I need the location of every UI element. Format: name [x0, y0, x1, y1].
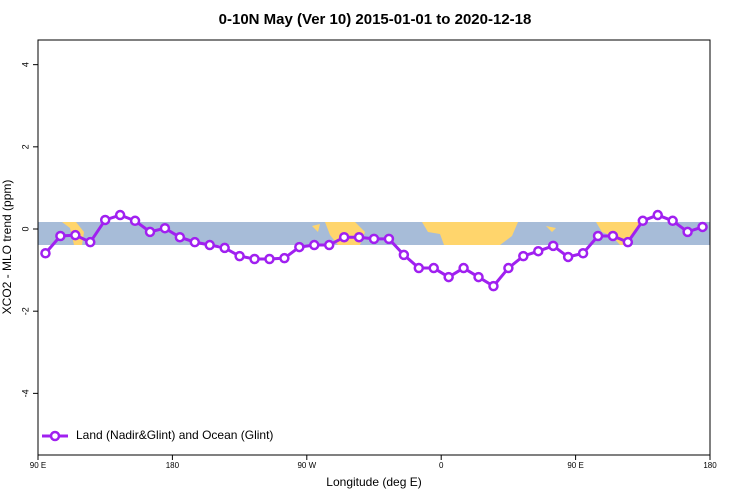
- series-marker: [473, 271, 484, 283]
- series-marker: [607, 230, 619, 242]
- y-tick-label: 0: [20, 227, 30, 232]
- series-marker: [428, 262, 439, 274]
- series-marker: [144, 226, 156, 238]
- series-marker: [70, 229, 81, 241]
- series-marker: [40, 248, 51, 259]
- x-tick-label: 90 E: [567, 461, 583, 470]
- series-marker: [219, 242, 230, 254]
- series-marker: [353, 231, 365, 243]
- series-marker: [338, 231, 350, 243]
- series-marker: [279, 252, 290, 264]
- legend-label: Land (Nadir&Glint) and Ocean (Glint): [76, 428, 273, 442]
- x-tick-label: 0: [439, 461, 444, 470]
- y-tick-label: 2: [20, 144, 30, 149]
- y-tick-label: 4: [20, 62, 30, 67]
- series-marker: [309, 239, 320, 251]
- legend-marker: [49, 430, 61, 442]
- series-marker: [533, 245, 544, 257]
- series-marker: [637, 215, 649, 227]
- y-tick-label: -2: [20, 307, 30, 315]
- series-marker: [114, 209, 126, 221]
- series-marker: [562, 251, 574, 263]
- y-tick-label: -4: [20, 389, 30, 397]
- series-marker: [577, 248, 589, 259]
- series-marker: [488, 280, 499, 292]
- series-marker: [99, 214, 111, 226]
- x-tick-label: 90 W: [297, 461, 316, 470]
- series-marker: [697, 221, 708, 233]
- series-marker: [518, 250, 529, 262]
- series-marker: [503, 262, 514, 274]
- map-band: [38, 222, 710, 245]
- series-marker: [249, 253, 260, 265]
- series-marker: [652, 209, 663, 221]
- y-axis-label: XCO2 - MLO trend (ppm): [0, 180, 14, 315]
- series-marker: [458, 262, 469, 274]
- series-marker: [622, 236, 634, 248]
- x-tick-label: 180: [703, 461, 717, 470]
- series-marker: [55, 230, 66, 242]
- series-marker: [592, 230, 604, 242]
- series-marker: [368, 233, 380, 245]
- series-marker: [189, 236, 201, 248]
- series-marker: [174, 231, 186, 243]
- series-marker: [204, 239, 215, 251]
- series-marker: [413, 262, 425, 274]
- series-marker: [398, 249, 410, 261]
- series-marker: [667, 215, 678, 227]
- chart-title: 0-10N May (Ver 10) 2015-01-01 to 2020-12…: [219, 11, 532, 28]
- series-marker: [547, 240, 559, 252]
- series-marker: [159, 222, 171, 234]
- plot-frame: [37, 39, 711, 456]
- series-marker: [323, 239, 335, 251]
- series-marker: [129, 215, 141, 227]
- series-marker: [294, 241, 305, 253]
- x-tick-label: 90 E: [30, 461, 46, 470]
- series-marker: [234, 250, 245, 262]
- x-tick-label: 180: [166, 461, 180, 470]
- series-marker: [85, 236, 96, 248]
- series-marker: [383, 233, 395, 245]
- x-axis-label: Longitude (deg E): [326, 475, 421, 489]
- series-marker: [443, 271, 454, 283]
- series-marker: [682, 226, 693, 238]
- series-marker: [264, 253, 275, 265]
